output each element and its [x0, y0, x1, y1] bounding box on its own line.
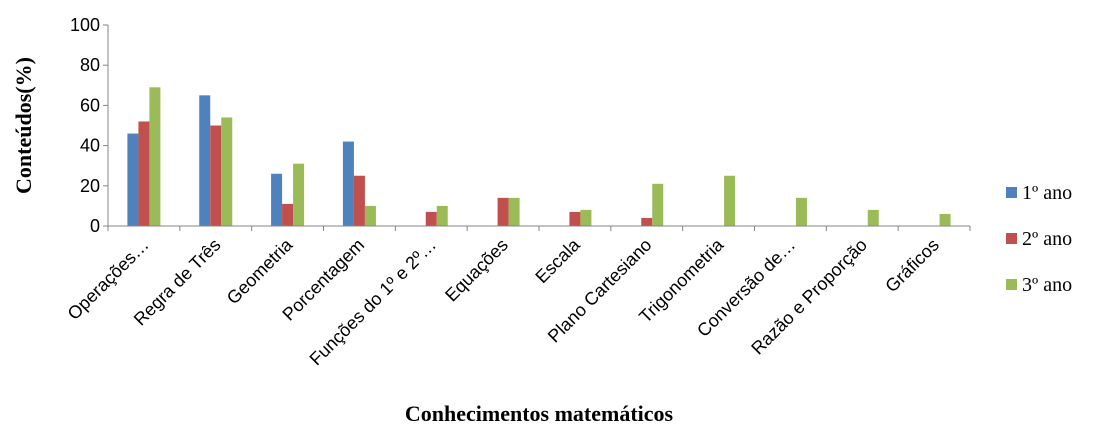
x-category-label: Geometria [223, 234, 297, 308]
y-tick-label: 100 [70, 15, 100, 35]
bar [508, 197, 520, 226]
bar [795, 197, 807, 226]
legend-swatch [1006, 233, 1017, 244]
bar [724, 175, 736, 226]
x-axis-title: Conhecimentos matemáticos [405, 401, 674, 426]
bar [364, 205, 376, 226]
bar [282, 203, 294, 226]
legend-swatch [1006, 187, 1017, 198]
y-tick-label: 60 [80, 95, 100, 115]
y-tick-label: 80 [80, 55, 100, 75]
chart-bars [127, 87, 951, 226]
legend: 1º ano 2º ano 3º ano [1006, 182, 1072, 296]
bar [210, 125, 222, 226]
bar [199, 95, 211, 226]
legend-label: 2º ano [1022, 228, 1072, 250]
legend-label: 3º ano [1022, 274, 1072, 296]
bar [652, 183, 664, 226]
bar [569, 211, 581, 226]
bar [425, 211, 437, 226]
x-category-label: Escala [531, 234, 584, 287]
bar [293, 163, 305, 226]
bar [867, 209, 879, 226]
x-category-label: Equações [441, 235, 512, 306]
y-tick-label: 20 [80, 176, 100, 196]
bar [149, 87, 161, 226]
y-tick-label: 40 [80, 136, 100, 156]
bar [342, 141, 354, 226]
legend-label: 1º ano [1022, 182, 1072, 204]
bar [127, 133, 139, 226]
bar [580, 209, 592, 226]
bar [271, 173, 283, 226]
x-axis-ticks: Operações…Regra de TrêsGeometriaPorcenta… [64, 226, 971, 370]
bar [436, 205, 448, 226]
bar [939, 213, 951, 226]
legend-swatch [1006, 279, 1017, 290]
x-category-label: Funções do 1º e 2º… [306, 235, 441, 370]
y-axis-title: Conteúdos(%) [11, 57, 36, 194]
y-axis-ticks: 0 20 40 60 80 100 [70, 15, 108, 236]
x-category-label: Gráficos [881, 235, 943, 297]
bar [138, 121, 150, 226]
bar [221, 117, 233, 226]
y-tick-label: 0 [90, 216, 100, 236]
bar [641, 217, 653, 226]
bar [353, 175, 365, 226]
bar [497, 197, 509, 226]
